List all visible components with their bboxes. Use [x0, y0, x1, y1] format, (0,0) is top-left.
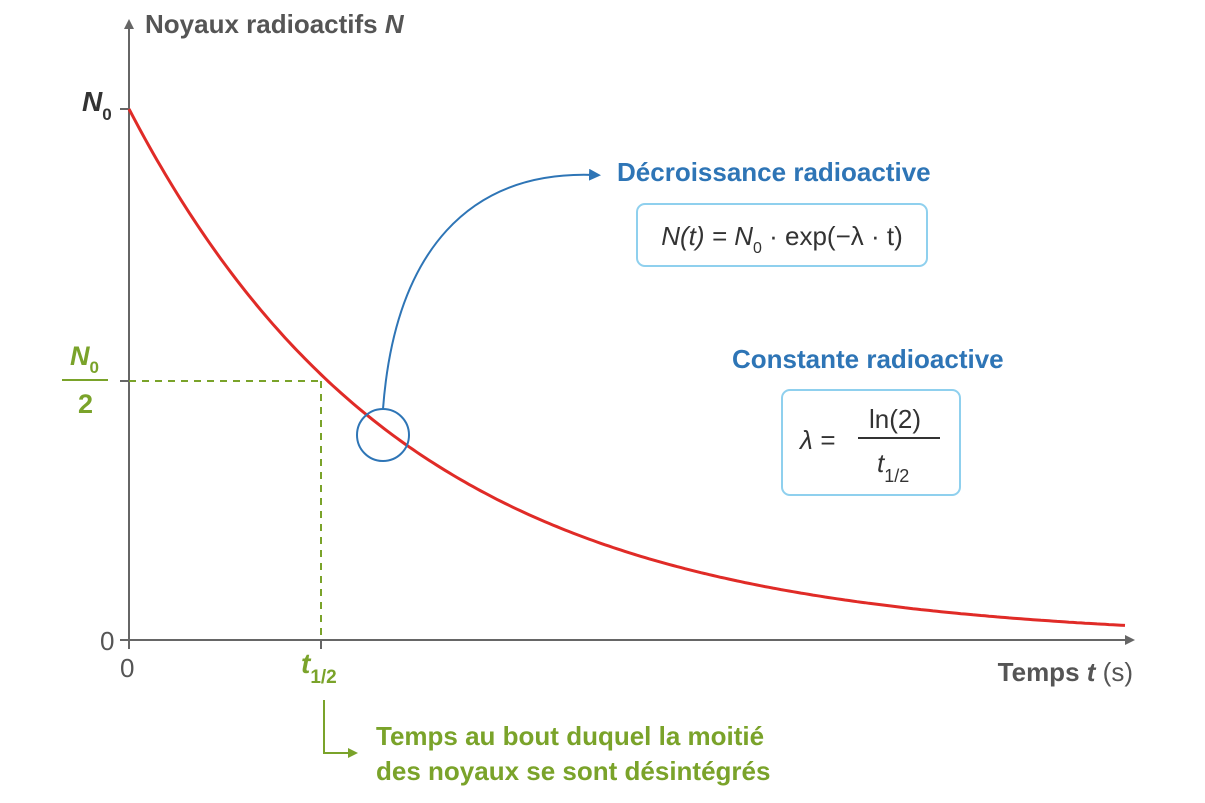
annotation-arrow	[382, 168, 601, 410]
halflife-note-line1: Temps au bout duquel la moitié	[376, 721, 764, 751]
y-half-denominator: 2	[78, 389, 93, 419]
decay-formula-box	[636, 203, 928, 267]
decay-formula: N(t) = N0 · exp(−λ · t)	[661, 221, 903, 257]
y-tick-label-zero: 0	[100, 626, 114, 656]
y-half-numerator: N0	[70, 341, 99, 377]
y-axis-title: Noyaux radioactifs N	[145, 9, 405, 39]
constant-denominator: t1/2	[877, 448, 909, 486]
x-tick-label-half: t1/2	[301, 648, 337, 688]
y-tick-label-N0: N0	[82, 86, 112, 124]
constant-title: Constante radioactive	[732, 344, 1004, 374]
x-tick-label-zero: 0	[120, 653, 134, 683]
halflife-note-arrow	[323, 700, 358, 758]
constant-formula-box	[781, 389, 961, 496]
halflife-note-line2: des noyaux se sont désintégrés	[376, 756, 770, 786]
constant-numerator: ln(2)	[869, 404, 921, 434]
decay-curve	[127, 108, 1126, 627]
x-axis-title: Temps t (s)	[998, 657, 1133, 687]
decay-title: Décroissance radioactive	[617, 157, 931, 187]
highlight-circle	[356, 408, 410, 462]
constant-lhs: λ =	[798, 425, 835, 455]
